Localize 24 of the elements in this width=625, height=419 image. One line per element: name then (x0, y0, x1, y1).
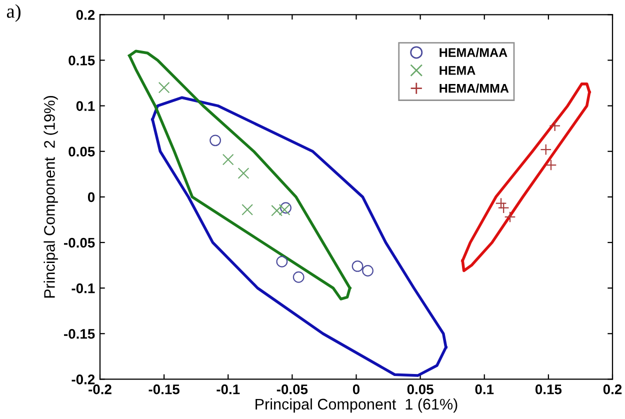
y-tick-label: 0.05 (68, 146, 95, 157)
x-tick-label: 0.1 (475, 384, 494, 394)
legend-label: HEMA/MMA (440, 84, 509, 93)
y-tick-label: -0.1 (72, 283, 95, 294)
y-tick-label: 0.1 (76, 101, 95, 111)
x-tick-label: -0.1 (216, 384, 240, 394)
y-tick-label: -0.05 (64, 238, 95, 248)
y-tick-label: 0 (88, 192, 95, 202)
legend-label: HEMA (440, 66, 476, 75)
x-tick-label: 0 (352, 384, 360, 394)
legend-label: HEMA/MAA (440, 48, 508, 58)
x-tick-label: -0.2 (88, 384, 112, 394)
y-axis-title: Principal Component 2 (19%) (44, 96, 58, 298)
x-axis-title: Principal Component 1 (61%) (256, 398, 458, 413)
x-tick-label: 0.05 (407, 384, 434, 394)
x-tick-label: 0.15 (535, 384, 562, 394)
y-tick-label: 0.15 (68, 56, 95, 66)
text: a) (6, 4, 20, 22)
y-tick-label: -0.2 (72, 374, 95, 384)
x-tick-label: -0.05 (276, 384, 308, 394)
y-tick-label: -0.15 (64, 328, 95, 339)
x-tick-label: -0.15 (148, 384, 180, 394)
x-tick-label: 0.2 (603, 384, 622, 394)
y-tick-label: 0.2 (76, 10, 95, 20)
